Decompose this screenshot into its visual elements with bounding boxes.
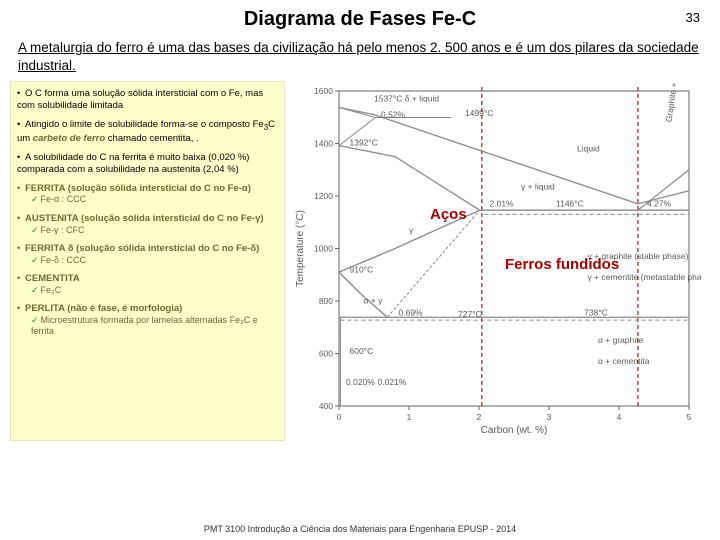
svg-text:1537°C δ + liquid: 1537°C δ + liquid (374, 94, 439, 104)
bullet-1: •O C forma uma solução sólida interstici… (17, 88, 278, 112)
bullet-2: •Atingido o limite de solubilidade forma… (17, 119, 278, 145)
svg-text:Temperature (°C): Temperature (°C) (295, 211, 306, 288)
bullet-3-text: A solubilidade do C na ferrita é muito b… (17, 152, 249, 175)
svg-text:2.01%: 2.01% (490, 199, 515, 209)
svg-text:0: 0 (337, 412, 342, 422)
svg-text:α + cementita: α + cementita (598, 356, 650, 366)
svg-text:Carbon (wt. %): Carbon (wt. %) (481, 425, 548, 436)
svg-text:α + γ: α + γ (364, 296, 384, 306)
f4a: CEMENTITA (25, 273, 80, 284)
b2d: chamado cementita, . (105, 133, 198, 144)
svg-text:0.69%: 0.69% (399, 308, 424, 318)
svg-text:0.52%: 0.52% (381, 110, 406, 120)
f3b: Fe-δ : CCC (17, 255, 278, 266)
svg-text:738°C: 738°C (584, 308, 608, 318)
svg-text:3: 3 (547, 412, 552, 422)
f2a: AUSTENITA (solução sólida intersticial d… (25, 213, 264, 224)
svg-text:1499°C: 1499°C (465, 108, 493, 118)
f5a: PERLITA (não é fase, é morfologia) (25, 303, 182, 314)
svg-text:4: 4 (617, 412, 622, 422)
svg-text:1200: 1200 (314, 191, 333, 201)
b2c: carbeto de ferro (33, 133, 105, 144)
perlita-block: •PERLITA (não é fase, é morfologia) Micr… (17, 303, 278, 337)
footer: PMT 3100 Introdução à Ciência dos Materi… (0, 524, 720, 534)
svg-text:727°C: 727°C (458, 309, 482, 319)
f5b: Microestrutura formada por lamelas alter… (17, 315, 278, 338)
svg-text:1400: 1400 (314, 139, 333, 149)
subtitle: A metalurgia do ferro é uma das bases da… (0, 31, 720, 81)
svg-text:4.27%: 4.27% (647, 199, 672, 209)
svg-text:1392°C: 1392°C (350, 138, 378, 148)
svg-text:1: 1 (407, 412, 412, 422)
ferrita-block: •FERRITA (solução sólida intersticial do… (17, 183, 278, 206)
svg-text:1600: 1600 (314, 86, 333, 96)
slide-number: 33 (686, 10, 700, 25)
ferrita-d-block: •FERRITA δ (solução sólida intersticial … (17, 243, 278, 266)
b2a: Atingido o limite de solubilidade forma-… (25, 119, 264, 130)
cementita-block: •CEMENTITA Fe₃C (17, 273, 278, 296)
bullet-3: •A solubilidade do C na ferrita é muito … (17, 152, 278, 176)
svg-text:α + graphite: α + graphite (598, 335, 644, 345)
svg-text:0.020%: 0.020% (346, 377, 375, 387)
title-text: Diagrama de Fases Fe-C (244, 8, 476, 30)
annotation-ferros: Ferros fundidos (505, 256, 619, 273)
page-title: Diagrama de Fases Fe-C (0, 0, 720, 31)
svg-text:0.021%: 0.021% (378, 377, 407, 387)
f1b: Fe-α : CCC (17, 194, 278, 205)
f4b: Fe₃C (17, 285, 278, 296)
subtitle-text: A metalurgia do ferro é uma das bases da… (18, 40, 699, 73)
f1a: FERRITA (solução sólida intersticial do … (25, 183, 251, 194)
svg-text:γ + liquid: γ + liquid (521, 182, 555, 192)
svg-text:Liquid: Liquid (577, 144, 600, 154)
chart-panel: 400 600 800 1000 1200 1400 1600 0 1 2 3 4 5 Carbon (w… (285, 81, 705, 441)
content-row: •O C forma uma solução sólida interstici… (0, 81, 720, 441)
svg-text:600°C: 600°C (350, 346, 374, 356)
svg-text:γ + cementite (metastable phas: γ + cementite (metastable phase) (588, 272, 702, 282)
svg-text:1000: 1000 (314, 244, 333, 254)
svg-text:2: 2 (477, 412, 482, 422)
f3a: FERRITA δ (solução sólida intersticial d… (25, 243, 259, 254)
phase-diagram-chart: 400 600 800 1000 1200 1400 1600 0 1 2 3 4 5 Carbon (w… (291, 81, 701, 436)
annotation-acos: Aços (430, 206, 467, 223)
svg-text:910°C: 910°C (350, 265, 374, 275)
svg-text:800: 800 (319, 296, 333, 306)
svg-text:1146°C: 1146°C (556, 199, 584, 209)
bullet-panel: •O C forma uma solução sólida interstici… (10, 81, 285, 441)
svg-text:5: 5 (687, 412, 692, 422)
bullet-1-text: O C forma uma solução sólida intersticia… (17, 88, 263, 111)
austenita-block: •AUSTENITA (solução sólida intersticial … (17, 213, 278, 236)
svg-text:600: 600 (319, 349, 333, 359)
svg-text:400: 400 (319, 401, 333, 411)
f2b: Fe-γ : CFC (17, 225, 278, 236)
